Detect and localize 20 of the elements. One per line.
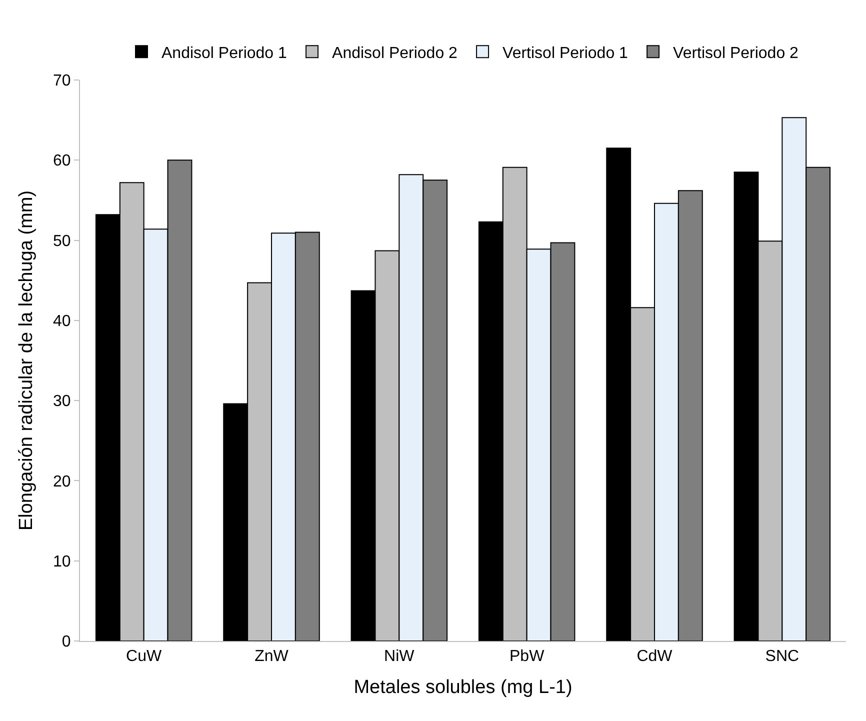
y-tick-label: 0 bbox=[62, 634, 71, 651]
y-tick-label: 20 bbox=[53, 473, 71, 490]
legend-label: Andisol Periodo 2 bbox=[332, 44, 458, 62]
x-tick-label: NiW bbox=[384, 648, 416, 666]
legend-label: Andisol Periodo 1 bbox=[162, 44, 288, 62]
legend-label: Vertisol Periodo 2 bbox=[673, 44, 799, 62]
y-tick-label: 50 bbox=[53, 232, 71, 250]
x-axis-title: Metales solubles (mg L-1) bbox=[354, 677, 572, 698]
y-tick-label: 10 bbox=[53, 553, 71, 570]
legend-label: Vertisol Periodo 1 bbox=[502, 44, 628, 62]
y-tick-label: 40 bbox=[53, 313, 71, 330]
y-tick-label: 30 bbox=[53, 393, 71, 410]
x-tick-label: ZnW bbox=[254, 648, 290, 666]
x-tick-label: CuW bbox=[126, 648, 162, 666]
y-tick-label: 70 bbox=[53, 72, 71, 90]
x-tick-label: SNC bbox=[765, 648, 800, 666]
x-tick-label: CdW bbox=[636, 648, 674, 666]
y-axis-title: Elongación radicular de la lechuga (mm) bbox=[16, 190, 37, 531]
y-tick-label: 60 bbox=[53, 152, 71, 170]
x-tick-label: PbW bbox=[509, 648, 546, 666]
